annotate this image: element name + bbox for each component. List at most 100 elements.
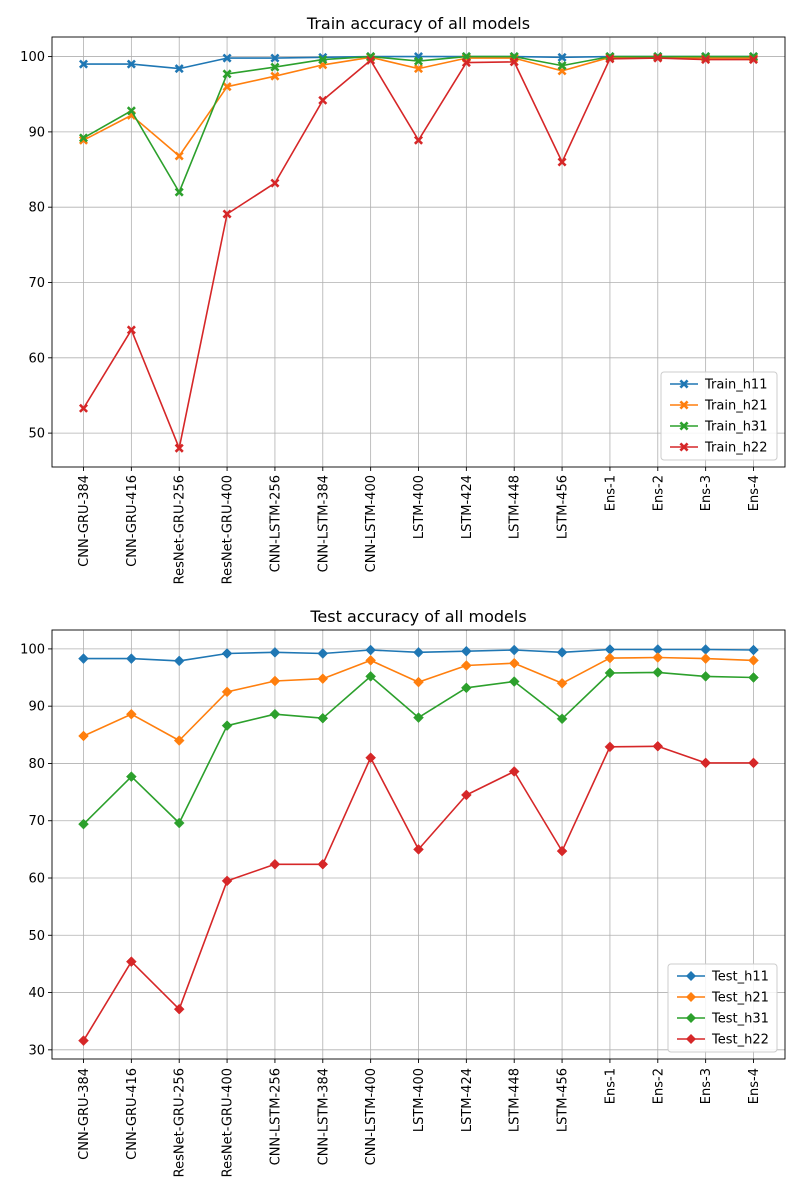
data-point-Train_h22	[366, 55, 376, 65]
data-point-Test_h31	[78, 818, 89, 830]
data-point-Test_h21	[317, 673, 329, 685]
data-point-Test_h11	[78, 653, 89, 664]
marker-stroke	[126, 325, 136, 335]
x-tick-label: CNN-LSTM-400	[364, 475, 379, 572]
legend-item-Train_h22: Train_h22	[670, 441, 767, 456]
data-point-Test_h31	[700, 671, 711, 682]
data-point-Test_h21	[652, 652, 664, 663]
data-point-Test_h22	[461, 789, 472, 801]
marker-stroke	[174, 187, 184, 197]
marker-stroke	[413, 64, 424, 74]
legend-label: Train_h11	[704, 378, 767, 393]
data-point-Test_h22	[78, 1035, 89, 1047]
y-tick-label: 80	[28, 201, 45, 216]
y-tick-label: 70	[28, 276, 45, 291]
x-tick-label: Ens-4	[747, 475, 762, 511]
y-tick-label: 60	[28, 872, 45, 887]
data-point-Test_h31	[269, 708, 281, 720]
data-point-Train_h31	[318, 55, 328, 65]
marker-stroke	[78, 59, 89, 69]
data-point-Train_h31	[174, 187, 184, 197]
data-point-Test_h22	[317, 858, 329, 870]
data-point-Train_h22	[748, 55, 759, 65]
data-point-Test_h21	[365, 655, 376, 666]
data-point-Train_h21	[222, 82, 232, 92]
data-point-Test_h21	[413, 676, 424, 688]
y-tick-label: 50	[28, 427, 45, 442]
data-point-Train_h22	[222, 209, 232, 219]
data-point-Train_h22	[318, 95, 328, 105]
data-point-Train_h22	[701, 55, 711, 65]
x-tick-label: CNN-GRU-384	[77, 475, 92, 567]
data-point-Test_h21	[700, 653, 711, 664]
data-point-Train_h22	[653, 53, 663, 63]
data-point-Test_h11	[556, 646, 568, 658]
y-tick-label: 40	[28, 986, 45, 1001]
marker-stroke	[222, 209, 232, 219]
marker-stroke	[318, 55, 328, 65]
data-point-Test_h31	[508, 676, 520, 687]
x-tick-label: CNN-LSTM-256	[268, 475, 283, 572]
legend-item-Test_h21: Test_h21	[677, 991, 769, 1006]
data-point-Test_h21	[269, 675, 281, 687]
data-point-Train_h11	[174, 64, 184, 74]
legend-marker	[686, 1034, 696, 1044]
x-tick-label: LSTM-424	[460, 1068, 475, 1132]
x-tick-label: CNN-LSTM-256	[268, 1068, 283, 1165]
data-point-Test_h31	[652, 667, 664, 678]
data-point-Test_h31	[604, 667, 616, 679]
legend-marker	[679, 442, 689, 452]
y-tick-label: 60	[28, 351, 45, 366]
marker-stroke	[78, 133, 89, 143]
marker-stroke	[222, 69, 232, 79]
data-point-Test_h11	[461, 645, 472, 657]
data-point-Train_h11	[222, 53, 232, 63]
data-point-Test_h22	[126, 956, 137, 967]
y-tick-label: 70	[28, 814, 45, 829]
data-point-Test_h31	[413, 712, 424, 723]
x-tick-label: ResNet-GRU-400	[221, 1068, 236, 1177]
data-point-Train_h22	[605, 54, 615, 64]
marker-stroke	[413, 135, 424, 145]
data-point-Test_h21	[78, 730, 89, 742]
x-tick-label: Ens-1	[603, 1068, 618, 1104]
marker-stroke	[557, 61, 567, 71]
x-tick-label: Ens-3	[699, 1068, 714, 1104]
marker-stroke	[605, 54, 615, 64]
x-tick-label: LSTM-424	[460, 475, 475, 539]
data-point-Test_h22	[508, 766, 520, 777]
data-point-Test_h22	[221, 875, 233, 887]
marker-stroke	[366, 55, 376, 65]
marker-stroke	[748, 55, 759, 65]
data-point-Test_h22	[173, 1003, 185, 1015]
y-tick-label: 90	[28, 125, 45, 140]
marker-stroke	[78, 403, 89, 413]
data-point-Test_h21	[126, 708, 137, 720]
marker-stroke	[270, 178, 280, 188]
train-accuracy-chart: Train accuracy of all models 50 60 70 80 90 10…	[20, 14, 786, 584]
data-point-Test_h31	[173, 817, 185, 829]
marker-stroke	[653, 53, 663, 63]
marker-stroke	[78, 135, 89, 145]
legend-label: Test_h31	[711, 1012, 769, 1027]
marker-stroke	[270, 62, 280, 72]
y-tick-label: 50	[28, 929, 45, 944]
data-point-Test_h31	[461, 682, 472, 694]
legend: Train_h11 Train_h21 Train_h31 Train_h22	[660, 371, 778, 461]
legend-item-Train_h11: Train_h11	[670, 378, 767, 393]
marker-stroke	[270, 53, 280, 63]
data-point-Train_h31	[557, 61, 567, 71]
data-point-Test_h21	[508, 657, 520, 669]
y-tick-label: 100	[20, 50, 45, 65]
legend-marker	[686, 992, 696, 1002]
x-tick-label: CNN-LSTM-384	[316, 1068, 331, 1165]
legend-item-Test_h22: Test_h22	[677, 1033, 769, 1048]
data-point-Test_h31	[748, 672, 759, 683]
x-tick-label: Ens-3	[699, 475, 714, 511]
data-point-Test_h31	[126, 771, 137, 782]
data-point-Train_h22	[413, 135, 424, 145]
data-point-Train_h22	[461, 58, 471, 68]
data-point-Test_h21	[748, 655, 759, 666]
x-tick-label: CNN-GRU-384	[77, 1068, 92, 1160]
